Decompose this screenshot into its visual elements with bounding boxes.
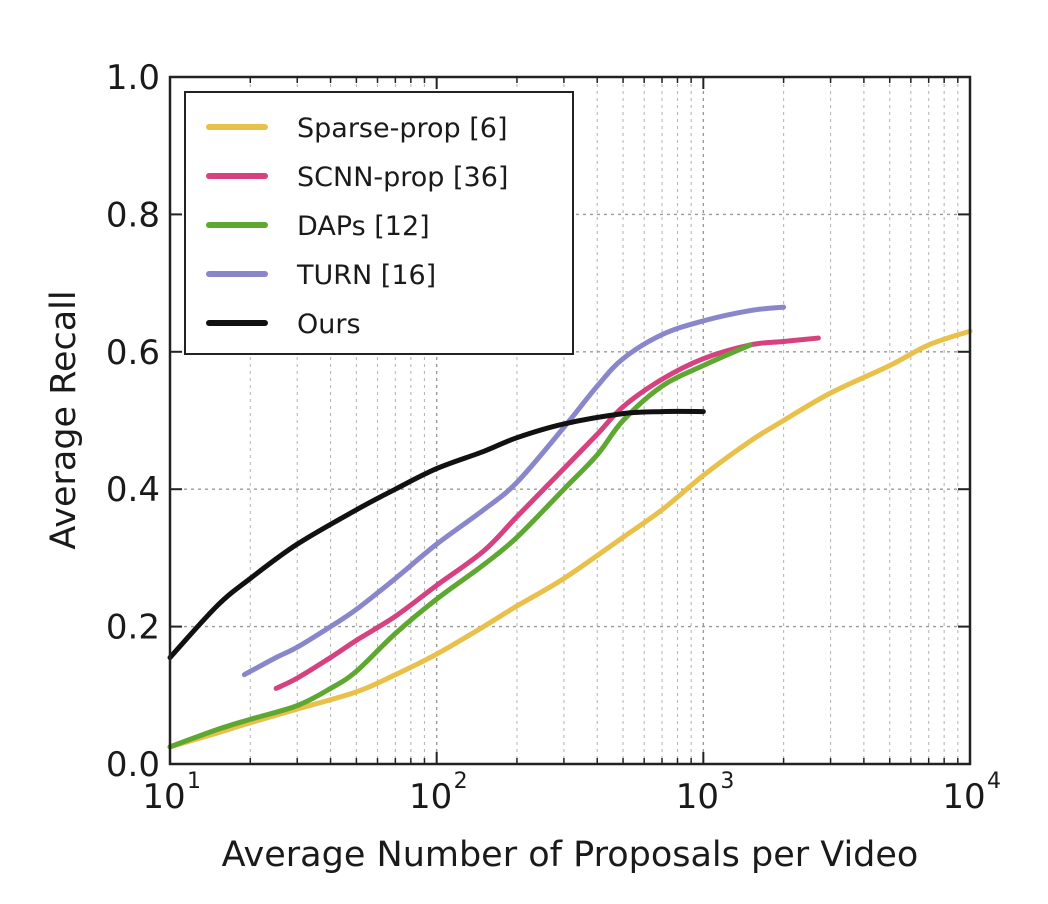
y-tick-label: 0.8 (106, 195, 160, 235)
x-tick-exponent: 4 (987, 769, 1001, 794)
x-tick-base: 10 (142, 777, 185, 817)
legend-label: DAPs [12] (297, 211, 430, 242)
ticks (169, 76, 971, 765)
x-tick-label: 10 2 (409, 769, 468, 817)
x-tick-base: 10 (409, 777, 452, 817)
x-tick-base: 10 (942, 777, 985, 817)
y-tick-label: 0.2 (106, 608, 160, 648)
series-line-scnn-prop (273, 335, 821, 691)
x-tick-exponent: 1 (187, 769, 201, 794)
series-line-daps (167, 342, 753, 750)
legend-item-sparse-prop: Sparse-prop [6] (206, 113, 507, 144)
x-tick-label: 10 3 (676, 769, 735, 817)
series-line-turn (241, 304, 787, 678)
legend-label: Ours (297, 309, 361, 340)
x-tick-label: 10 4 (942, 769, 1001, 817)
y-axis-label: Average Recall (44, 290, 84, 549)
x-tick-base: 10 (676, 777, 719, 817)
tick-labels: 0.00.20.40.60.81.010 1 10 2 10 3 10 4 (106, 58, 1001, 817)
legend-label: SCNN-prop [36] (297, 162, 508, 193)
x-axis-label: Average Number of Proposals per Video (222, 835, 919, 875)
y-tick-label: 0.0 (106, 745, 160, 785)
series-line-ours (167, 408, 706, 661)
x-tick-label: 10 1 (142, 769, 201, 817)
y-tick-label: 0.6 (106, 333, 160, 373)
x-tick-exponent: 3 (720, 769, 734, 794)
legend-label: Sparse-prop [6] (297, 113, 507, 144)
y-tick-label: 0.4 (106, 470, 160, 510)
legend-item-daps: DAPs [12] (206, 211, 430, 242)
series-line-sparse-prop (167, 328, 973, 750)
plot-frame (168, 75, 972, 766)
legend-item-turn: TURN [16] (206, 260, 436, 291)
y-tick-label: 1.0 (106, 58, 160, 98)
legend: Sparse-prop [6] SCNN-prop [36] DAPs [12] TU… (184, 91, 574, 355)
x-tick-exponent: 2 (454, 769, 468, 794)
series-lines (167, 304, 973, 750)
legend-label: TURN [16] (296, 260, 436, 291)
legend-item-scnn-prop: SCNN-prop [36] (206, 162, 508, 193)
legend-item-ours: Ours (206, 309, 361, 340)
